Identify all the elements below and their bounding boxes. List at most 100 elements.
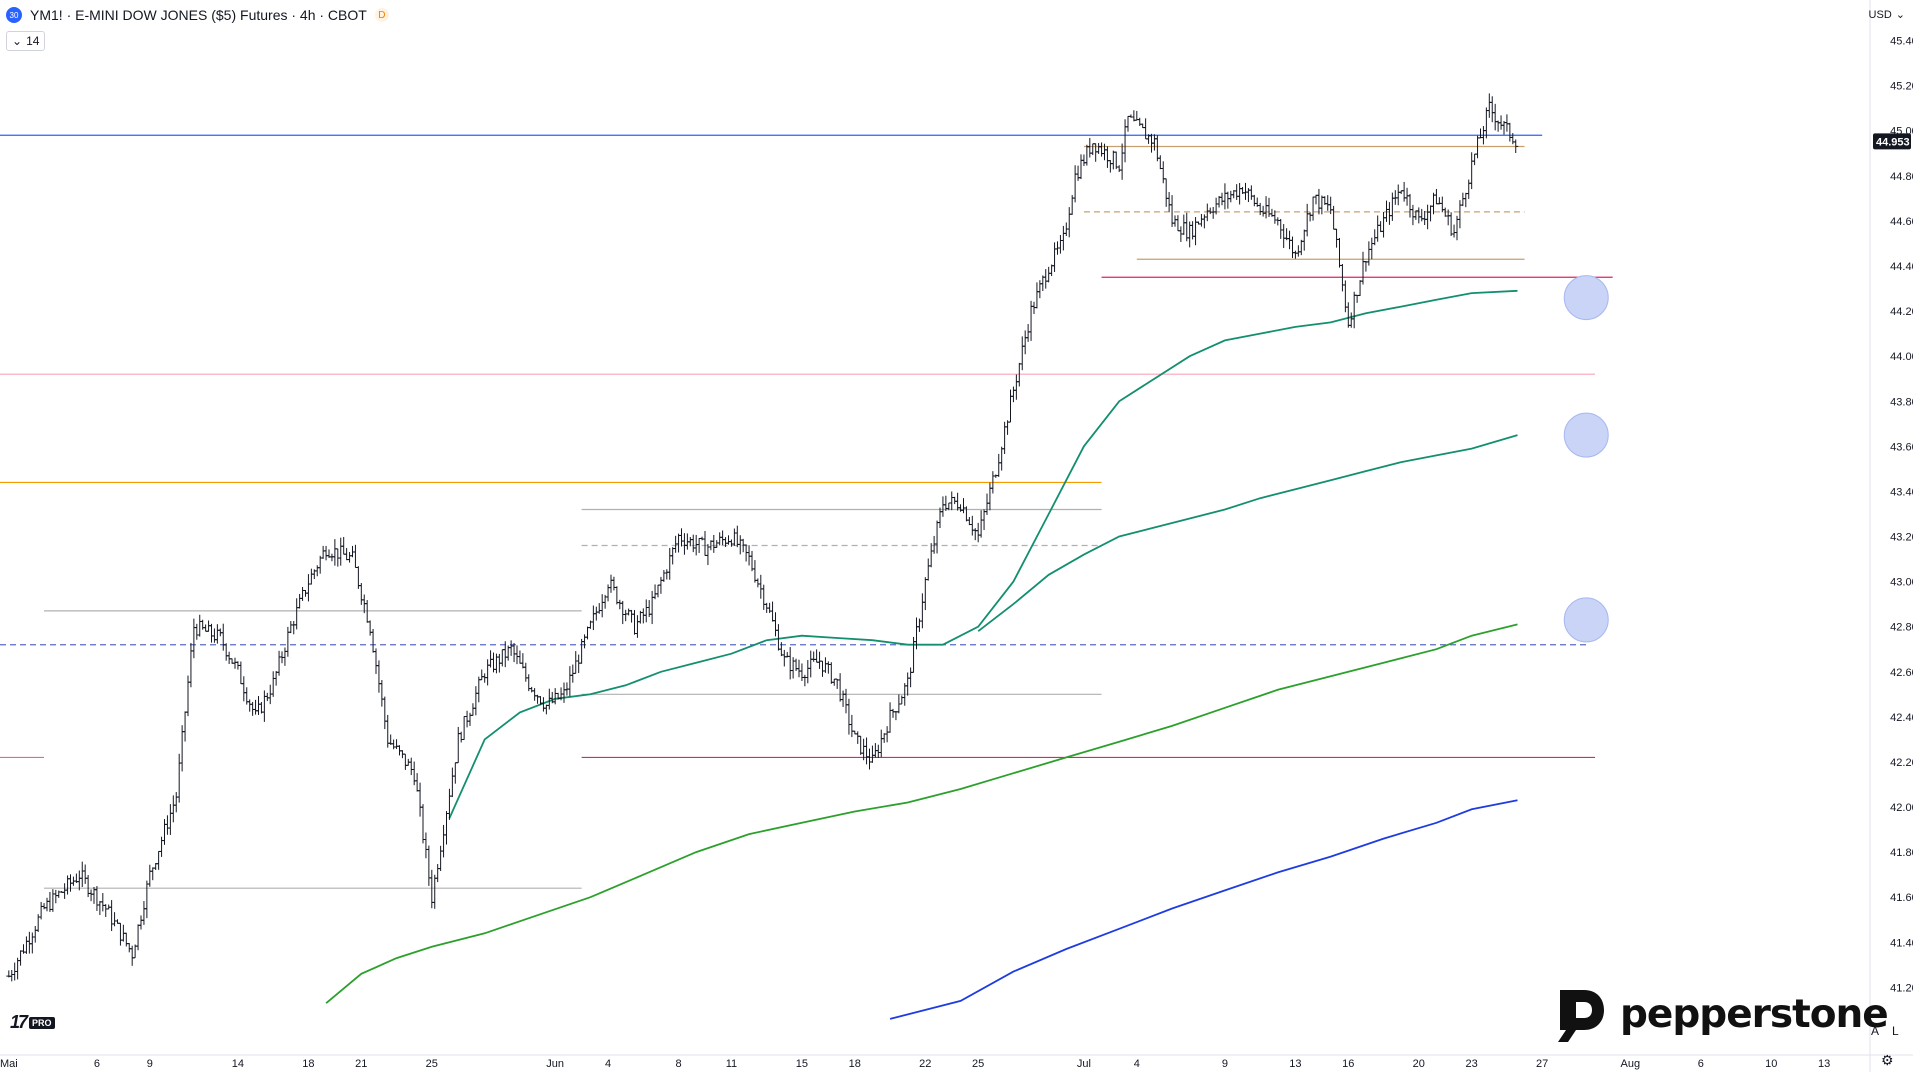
ohlc-bar — [1060, 225, 1066, 251]
ohlc-bar — [129, 945, 135, 966]
ohlc-bar — [1348, 312, 1354, 328]
ohlc-bar — [761, 584, 767, 610]
currency-selector[interactable]: USD ⌄ — [1869, 8, 1905, 22]
moving-average-line[interactable] — [448, 289, 1518, 819]
ohlc-bar — [681, 533, 687, 555]
ohlc-bar — [1013, 374, 1019, 400]
ohlc-bar — [864, 737, 870, 765]
symbol-header[interactable]: 30 YM1! · E-MINI DOW JONES ($5) Futures … — [6, 4, 389, 26]
target-circle[interactable] — [1563, 597, 1609, 643]
ohlc-bar — [543, 704, 549, 715]
ohlc-bar — [1469, 152, 1475, 190]
ohlc-bar — [599, 594, 605, 618]
ohlc-bar — [197, 614, 203, 637]
ohlc-bar — [781, 649, 787, 667]
ohlc-bar — [208, 623, 214, 643]
ohlc-bar — [1037, 280, 1043, 299]
ohlc-bar — [972, 528, 978, 541]
ohlc-bar — [1154, 135, 1160, 162]
ohlc-bar — [1477, 128, 1483, 139]
ohlc-bar — [1040, 275, 1046, 292]
ohlc-bar — [391, 739, 397, 750]
ohlc-bar — [523, 662, 529, 682]
ohlc-bar — [32, 926, 38, 943]
ohlc-bar — [1210, 206, 1216, 219]
moving-average-line[interactable] — [889, 799, 1518, 1020]
ohlc-bar — [1184, 212, 1190, 242]
time-tick-label: 4 — [1134, 1058, 1140, 1070]
ohlc-bar — [1228, 190, 1234, 203]
ohlc-bar — [276, 650, 282, 676]
ohlc-bar — [1090, 143, 1096, 156]
ohlc-bar — [1151, 134, 1157, 151]
marker-circles — [1563, 275, 1609, 643]
auto-scale-button[interactable]: A — [1871, 1024, 1880, 1038]
ohlc-bar — [893, 711, 899, 721]
ohlc-bar — [1160, 161, 1166, 184]
price-tick-label: 42.000 — [1890, 802, 1913, 814]
settings-gear-icon[interactable]: ⚙ — [1881, 1052, 1894, 1068]
ohlc-bar — [546, 688, 552, 710]
ohlc-bar — [18, 950, 24, 966]
time-axis[interactable]: Mai 6 9 14 18 21 25 Jun 4 8 11 15 18 22 25 Jul 4 9 13 16 20 2… — [0, 1058, 1830, 1070]
log-scale-button[interactable]: L — [1892, 1024, 1899, 1038]
ohlc-bar — [593, 606, 599, 621]
ohlc-bar — [1460, 192, 1466, 207]
moving-average-line[interactable] — [325, 623, 1518, 1004]
ohlc-bar — [631, 609, 637, 635]
delayed-badge[interactable]: D — [374, 8, 389, 22]
ohlc-bar — [1072, 165, 1078, 203]
ohlc-bar — [402, 753, 408, 770]
ohlc-bar — [50, 889, 56, 912]
price-tick-label: 42.400 — [1890, 712, 1913, 724]
ohlc-bar — [670, 547, 676, 565]
moving-averages — [325, 289, 1518, 1020]
ohlc-bar — [993, 474, 999, 478]
ohlc-bar — [247, 699, 253, 712]
ohlc-bar — [1425, 204, 1431, 230]
ohlc-bar — [305, 574, 311, 602]
ohlc-bar — [1225, 191, 1231, 209]
ohlc-bar — [144, 880, 150, 919]
ohlc-bar — [9, 970, 15, 982]
ohlc-bar — [297, 593, 303, 609]
ohlc-bar — [1257, 202, 1263, 216]
chevron-down-icon[interactable]: ⌄ — [12, 34, 23, 48]
target-circle[interactable] — [1563, 275, 1609, 321]
price-tick-label: 44.800 — [1890, 171, 1913, 183]
ohlc-bar — [1278, 218, 1284, 239]
ohlc-bar — [417, 782, 423, 817]
time-tick-label: 6 — [1698, 1058, 1704, 1070]
ohlc-bar — [385, 714, 391, 748]
ohlc-bar — [126, 942, 132, 953]
tradingview-logo[interactable]: 17 PRO — [10, 1012, 55, 1033]
ohlc-bar — [1260, 205, 1266, 217]
ohlc-bar — [470, 703, 476, 716]
ohlc-bar — [837, 673, 843, 702]
target-circle[interactable] — [1563, 412, 1609, 458]
price-tick-label: 44.000 — [1890, 351, 1913, 363]
chart-title[interactable]: YM1! · E-MINI DOW JONES ($5) Futures · 4… — [30, 7, 367, 23]
price-tick-label: 44.600 — [1890, 216, 1913, 228]
ohlc-bar — [676, 533, 682, 553]
ohlc-bar — [379, 680, 385, 707]
ohlc-bar — [1113, 151, 1119, 170]
ohlc-bar — [1163, 178, 1169, 207]
ohlc-bar — [499, 649, 505, 667]
ohlc-bar — [1389, 192, 1395, 221]
ohlc-bar — [981, 509, 987, 531]
ohlc-bar — [156, 850, 162, 870]
ohlc-bar — [320, 545, 326, 559]
price-axis[interactable]: 45.40045.20045.00044.80044.60044.40044.2… — [1890, 36, 1913, 995]
indicator-legend-toggle[interactable]: ⌄ 14 — [6, 31, 46, 51]
ohlc-bar — [435, 864, 441, 883]
time-tick-label: 16 — [1342, 1058, 1354, 1070]
moving-average-line[interactable] — [977, 434, 1518, 632]
ohlc-bar — [629, 609, 635, 623]
ohlc-bar — [520, 653, 526, 669]
ohlc-bar — [76, 870, 82, 891]
ohlc-bar — [1116, 165, 1122, 173]
last-price-label: 44.953 — [1873, 133, 1911, 150]
ohlc-bar — [1351, 291, 1357, 329]
